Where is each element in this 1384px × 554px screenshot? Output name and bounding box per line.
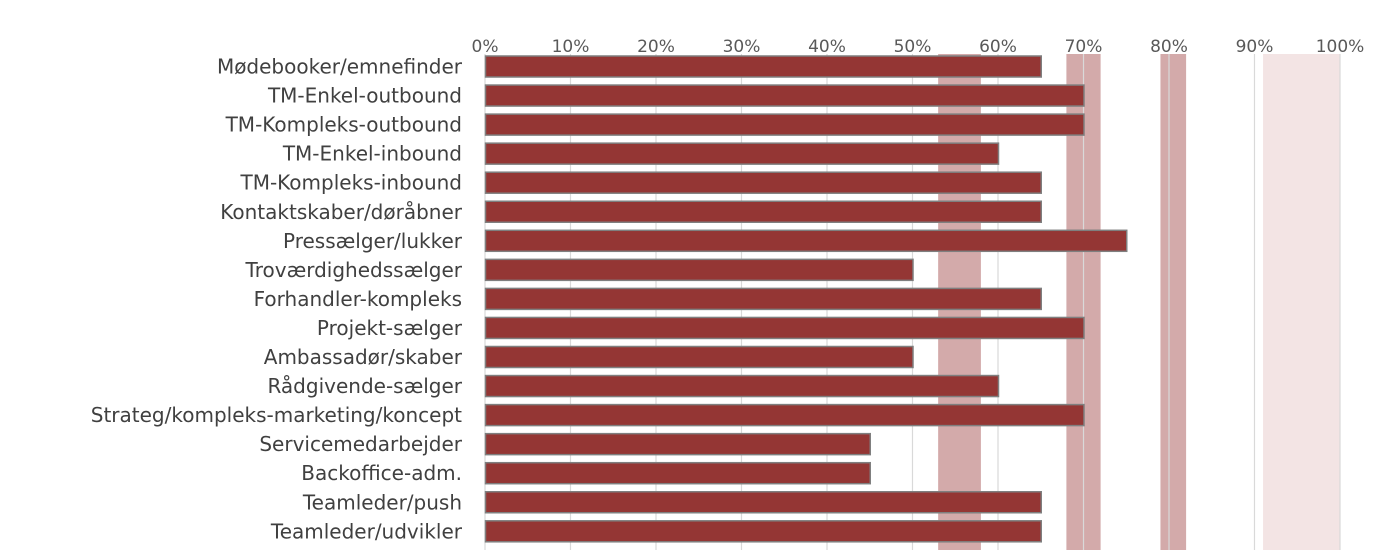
bar-15 — [484, 491, 1042, 514]
bar-7 — [484, 258, 914, 282]
bar-16 — [484, 520, 1042, 543]
x-tick-label: 80% — [1150, 37, 1188, 57]
category-label: Ambassadør/skaber — [264, 345, 463, 369]
bar-6 — [484, 229, 1128, 253]
category-label: Troværdighedssælger — [244, 258, 462, 282]
category-label: Mødebooker/emnefinder — [217, 55, 463, 79]
bar-14 — [484, 461, 871, 485]
category-label: TM-Enkel-inbound — [282, 142, 462, 166]
category-labels: Mødebooker/emnefinder TM-Enkel-outbound TM… — [91, 55, 463, 544]
x-tick-label: 10% — [552, 37, 590, 57]
bars — [484, 55, 1128, 543]
bar-5 — [484, 200, 1042, 223]
bar-4 — [484, 171, 1042, 194]
category-label: Servicemedarbejder — [259, 432, 462, 456]
category-label: TM-Kompleks-inbound — [239, 171, 462, 195]
bar-9 — [484, 316, 1085, 340]
category-label: Kontaktskaber/døråbner — [220, 200, 463, 224]
category-label: Pressælger/lukker — [283, 229, 463, 253]
category-label: Teamleder/push — [302, 490, 462, 514]
bar-2 — [484, 113, 1085, 136]
category-label: Backoffice-adm. — [301, 461, 462, 485]
category-label: TM-Enkel-outbound — [267, 84, 462, 108]
x-tick-label: 90% — [1236, 37, 1274, 57]
highlight-band-2 — [1160, 54, 1187, 550]
bar-0 — [484, 55, 1042, 78]
x-tick-label: 70% — [1065, 37, 1103, 57]
x-tick-label: 20% — [637, 37, 675, 57]
category-label: Teamleder/udvikler — [270, 519, 463, 543]
bar-12 — [484, 403, 1085, 427]
bar-10 — [484, 345, 914, 369]
highlight-band-3 — [1263, 54, 1340, 550]
x-tick-label: 40% — [808, 37, 846, 57]
x-tick-label: 100% — [1316, 37, 1365, 57]
x-tick-label: 60% — [979, 37, 1017, 57]
x-tick-label: 30% — [723, 37, 761, 57]
category-label: Forhandler-kompleks — [254, 287, 462, 311]
bar-13 — [484, 432, 871, 456]
category-label: Projekt-sælger — [317, 316, 463, 340]
bar-8 — [484, 287, 1042, 311]
x-axis-tick-labels: 0% 10% 20% 30% 40% 50% 60% 70% 80% 90% 100% — [472, 37, 1365, 57]
bar-11 — [484, 374, 1000, 398]
category-label: Rådgivende-sælger — [267, 374, 462, 398]
x-tick-label: 50% — [894, 37, 932, 57]
category-label: Strateg/kompleks-marketing/koncept — [91, 403, 462, 427]
bar-1 — [484, 84, 1085, 107]
category-label: TM-Kompleks-outbound — [225, 113, 462, 137]
x-tick-label: 0% — [472, 37, 499, 57]
bar-3 — [484, 142, 1000, 165]
